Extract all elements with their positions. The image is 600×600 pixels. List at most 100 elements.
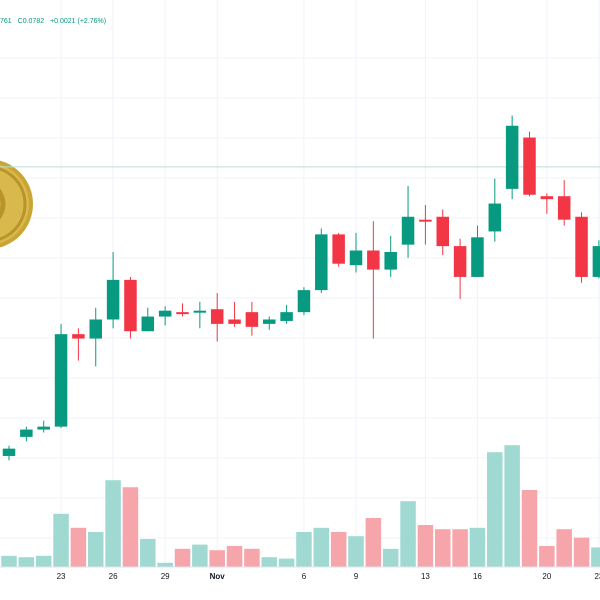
volume-bar <box>573 537 590 567</box>
ohlc-readout: 761 C0.0782 +0.0021 (+2.76%) <box>0 18 110 25</box>
volume-bar <box>417 525 434 567</box>
dogecoin-logo <box>0 160 33 248</box>
candle-body <box>280 312 293 321</box>
time-tick-label: 23 <box>57 572 66 581</box>
candle-up <box>349 232 363 273</box>
close-fragment: 761 <box>0 18 12 25</box>
candle-up <box>158 306 172 326</box>
volume-bar <box>452 529 468 567</box>
candle-up <box>280 304 293 324</box>
candle-body <box>263 319 276 324</box>
candle-body <box>557 196 571 220</box>
candle-up <box>488 178 502 242</box>
volume-bar <box>278 558 295 567</box>
volume-bar <box>35 555 52 567</box>
volume-bar <box>504 445 520 567</box>
volume-bar <box>88 532 104 567</box>
volume-bar <box>140 539 156 567</box>
volume-bar <box>313 527 330 567</box>
candle-body <box>419 219 432 222</box>
candle-body <box>124 279 137 332</box>
candle-up <box>20 426 33 442</box>
time-tick-label: 9 <box>354 572 359 581</box>
candle-body <box>106 279 120 320</box>
candle-body <box>332 234 345 264</box>
candle-body <box>297 290 311 313</box>
candle-body <box>141 316 155 332</box>
candle-up <box>505 115 519 200</box>
candle-body <box>176 312 189 315</box>
candle-body <box>575 216 588 277</box>
candle-body <box>592 246 600 277</box>
volume-bar <box>487 452 503 567</box>
candle-up <box>592 240 600 279</box>
volume-bar <box>18 557 35 567</box>
volume-bars <box>1 445 600 567</box>
candle-down <box>419 205 432 245</box>
change-value: +0.0021 (+2.76%) <box>50 18 107 25</box>
volume-bar <box>365 518 382 567</box>
volume-bar <box>348 536 364 567</box>
candle-down <box>210 293 224 342</box>
candle-up <box>37 420 50 433</box>
candle-up <box>384 235 397 277</box>
candle-body <box>401 216 415 245</box>
candle-down <box>453 238 467 299</box>
volume-bar <box>1 555 17 567</box>
candle-body <box>349 250 363 266</box>
volume-bar <box>591 547 600 567</box>
time-tick-label: 13 <box>421 572 430 581</box>
volume-bar <box>539 546 555 567</box>
candle-up <box>315 228 328 294</box>
candle-up <box>141 307 155 332</box>
time-tick-label: 6 <box>302 572 307 581</box>
candle-body <box>37 426 50 430</box>
candle-body <box>210 309 224 324</box>
volume-bar <box>70 527 87 567</box>
candle-down <box>540 193 554 214</box>
volume-bar <box>382 548 399 567</box>
volume-bar <box>330 532 347 567</box>
candle-body <box>20 429 33 437</box>
candle-down <box>245 301 259 336</box>
volume-bar <box>209 550 225 567</box>
candle-up <box>2 445 16 461</box>
candle-up <box>106 251 120 329</box>
candle-body <box>505 125 519 189</box>
candle-body <box>2 448 16 456</box>
candle-body <box>436 216 449 247</box>
candle-body <box>367 250 380 270</box>
candle-down <box>557 180 571 226</box>
candle-up <box>401 185 415 258</box>
candle-body <box>54 334 68 427</box>
volume-bar <box>174 548 191 567</box>
candle-up <box>54 323 68 429</box>
volume-bar <box>192 544 208 567</box>
candle-body <box>315 234 328 291</box>
volume-bar <box>435 529 451 567</box>
candle-down <box>72 328 85 361</box>
candle-down <box>176 303 189 317</box>
volume-bar <box>556 529 572 567</box>
volume-bar <box>226 546 243 567</box>
candle-body <box>453 246 467 277</box>
time-axis: 23 26 29 Nov 6 9 13 16 20 23 <box>57 572 600 581</box>
candle-up <box>193 301 207 329</box>
volume-bar <box>469 527 486 567</box>
close-value: C0.0782 <box>17 18 45 25</box>
candle-down <box>367 221 380 339</box>
candle-down <box>523 131 536 197</box>
volume-bar <box>122 487 139 567</box>
volume-bar <box>521 490 538 567</box>
volume-bar <box>53 513 69 567</box>
volume-bar <box>296 532 312 567</box>
candle-body <box>228 319 241 324</box>
candle-body <box>158 310 172 317</box>
volume-bar <box>244 548 260 567</box>
candle-body <box>540 196 554 200</box>
time-tick-label: Nov <box>210 572 226 581</box>
candle-body <box>89 319 102 339</box>
candle-up <box>263 316 276 330</box>
time-tick-label: 20 <box>542 572 551 581</box>
time-tick-label: 23 <box>594 572 600 581</box>
